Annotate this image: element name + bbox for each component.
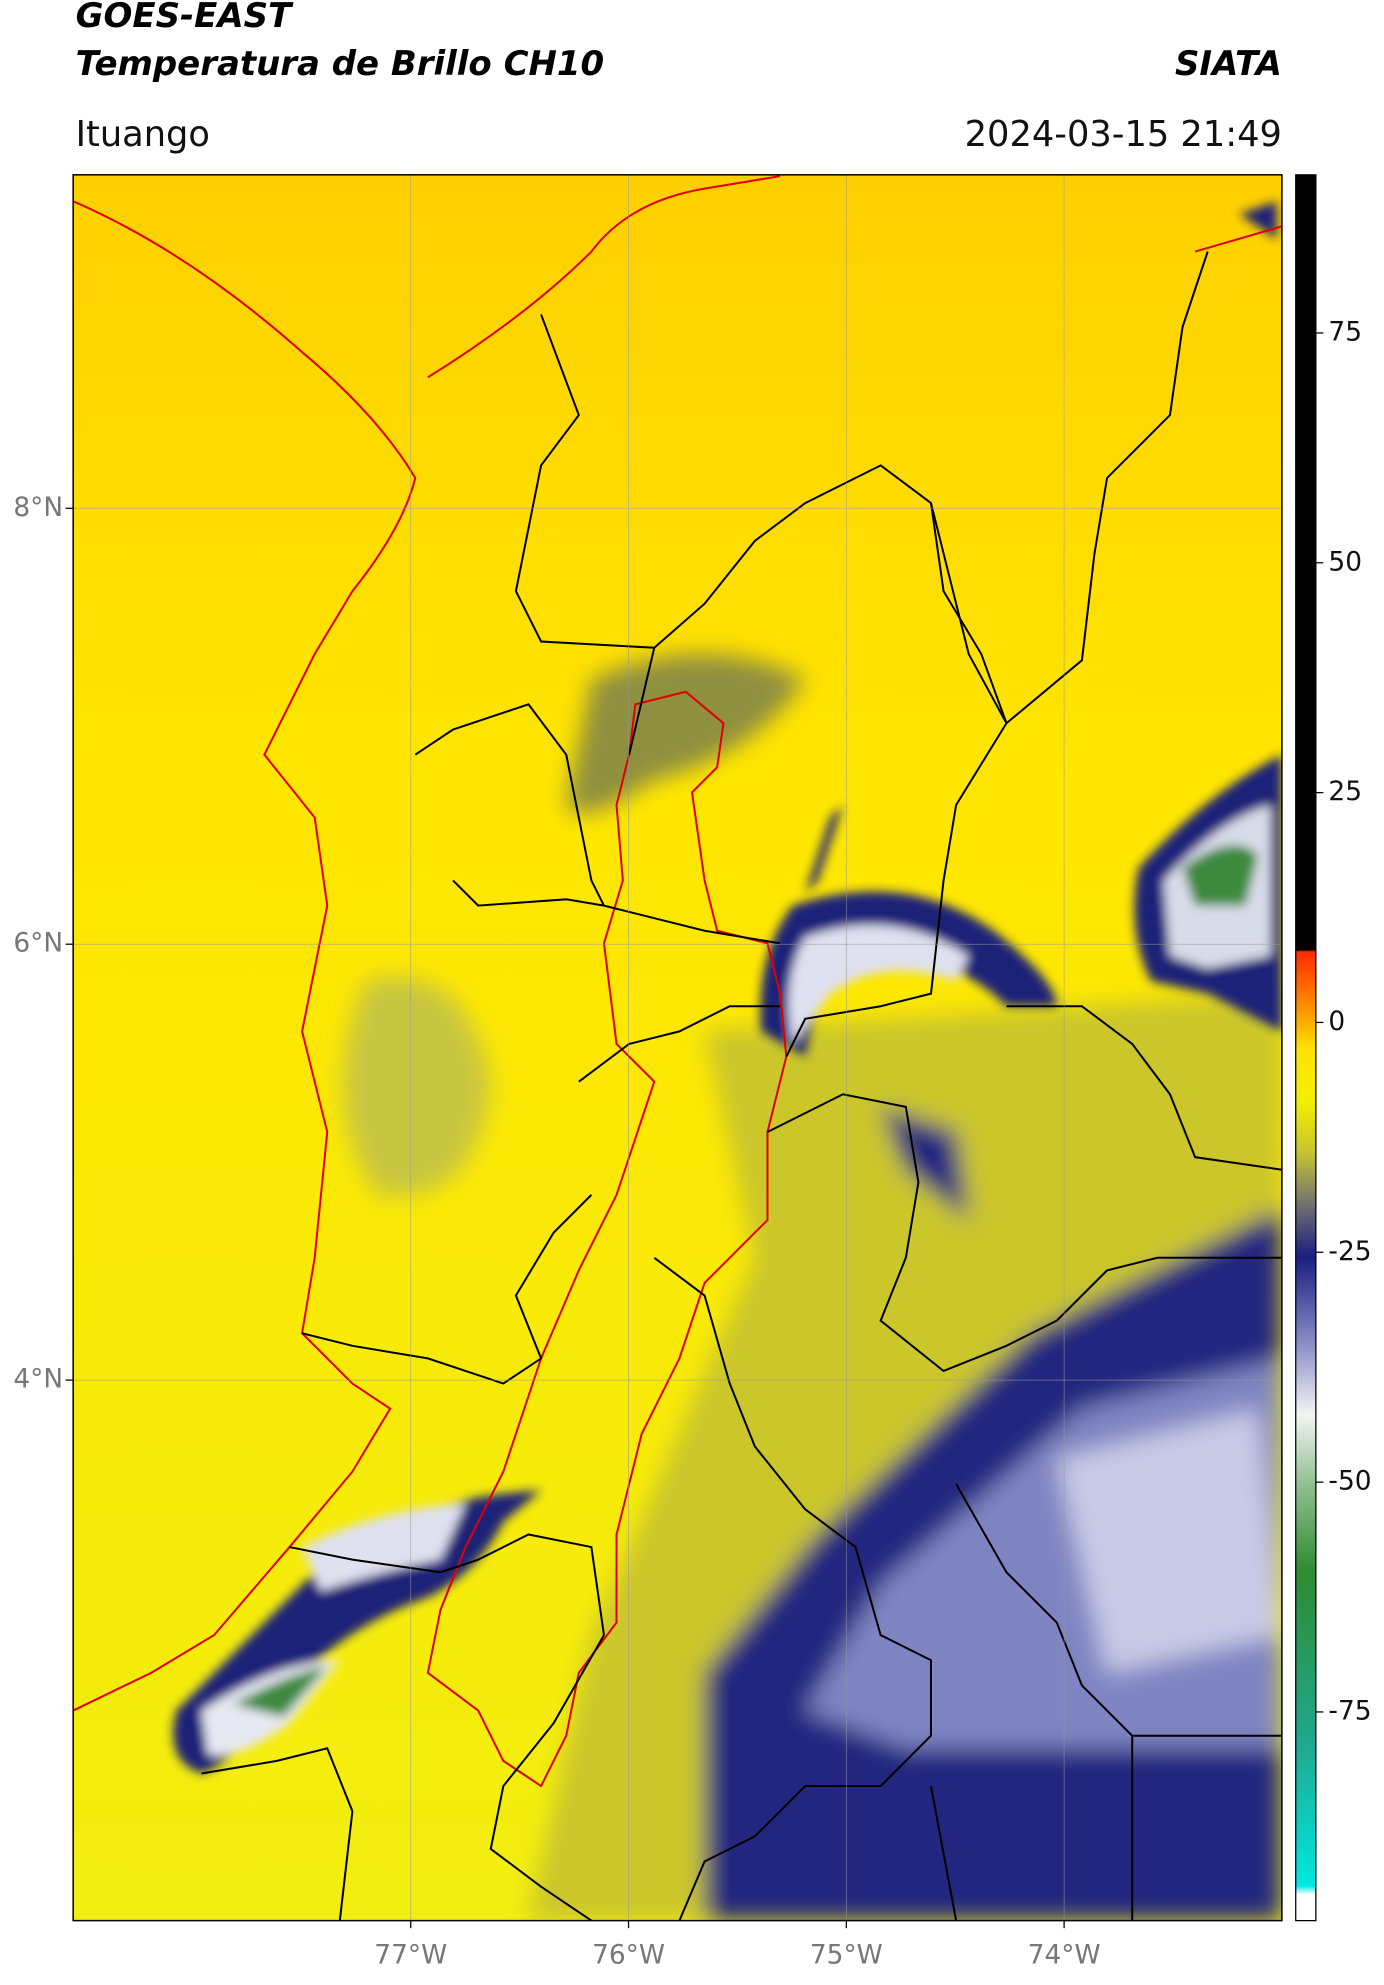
colorbar-tick-label: -50 [1328, 1466, 1371, 1497]
colorbar-tick-label: 25 [1328, 776, 1362, 807]
x-tick-label: 77°W [374, 1939, 447, 1970]
location: Ituango [76, 114, 210, 155]
title: GOES-EAST [76, 0, 294, 36]
colorbar-tick-label: 50 [1328, 546, 1362, 577]
map-frame [72, 174, 1283, 1922]
x-tick-label: 74°W [1028, 1939, 1101, 1970]
graticule [73, 174, 1282, 1921]
y-tick-label: 4°N [13, 1364, 63, 1395]
subtitle: Temperatura de Brillo CH10 [76, 44, 604, 84]
colorbar [1295, 174, 1317, 1922]
colorbar-tick-label: -25 [1328, 1236, 1371, 1267]
colorbar-tick-label: 75 [1328, 316, 1362, 347]
x-tick-label: 75°W [810, 1939, 883, 1970]
datetime: 2024-03-15 21:49 [965, 114, 1282, 155]
x-tick-label: 76°W [592, 1939, 665, 1970]
borders [73, 175, 1282, 1921]
imagery [73, 174, 1282, 1921]
y-tick-label: 8°N [13, 492, 63, 523]
colorbar-tick-label: 0 [1328, 1006, 1345, 1037]
org: SIATA [1175, 44, 1282, 84]
y-tick-label: 6°N [13, 928, 63, 959]
colorbar-tick-label: -75 [1328, 1695, 1371, 1726]
